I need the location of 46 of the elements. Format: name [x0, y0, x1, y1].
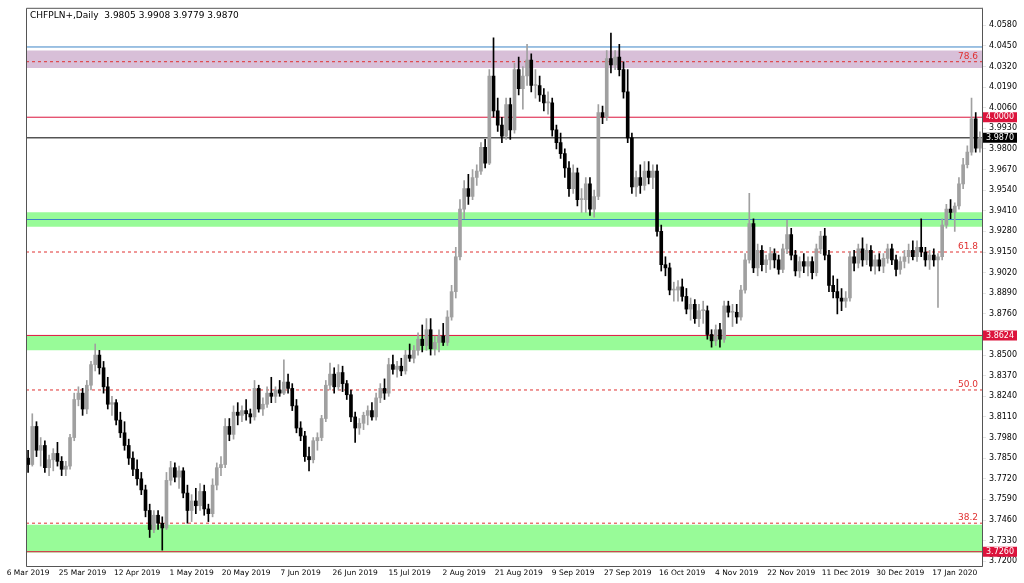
y-tick-label: 3.7850: [989, 453, 1018, 463]
y-tick-label: 3.7590: [989, 494, 1018, 504]
y-tick-label: 4.0190: [989, 82, 1018, 92]
ref-line-label: 4.0000: [986, 112, 1015, 122]
annotation: 61.8: [957, 240, 979, 251]
y-tick-label: 4.0060: [989, 102, 1018, 112]
candlestick: [244, 399, 248, 421]
candlestick: [38, 437, 43, 467]
chart-title: CHFPLN+,Daily 3.9805 3.9908 3.9779 3.9870: [30, 9, 240, 20]
y-tick-label: 4.0320: [989, 61, 1018, 71]
y-tick-label: 3.7720: [989, 473, 1018, 483]
ref-line-label: 3.8624: [986, 330, 1015, 340]
y-tick-label: 3.7980: [989, 432, 1018, 442]
candlestick: [269, 376, 274, 403]
y-tick-label: 3.8110: [989, 412, 1018, 422]
y-tick-label: 3.8240: [989, 391, 1018, 401]
candlestick: [193, 487, 198, 514]
y-tick-label: 3.8760: [989, 308, 1018, 318]
annotation: 78.6: [957, 50, 979, 61]
annotation: 50.0: [957, 378, 979, 389]
candlestick: [609, 32, 613, 74]
y-tick-label: 3.7330: [989, 535, 1018, 545]
y-tick-label: 3.9800: [989, 144, 1018, 154]
candlestick: [235, 402, 240, 426]
y-tick-label: 4.0580: [989, 20, 1018, 30]
candlestick: [110, 395, 114, 416]
ref-line-label: 3.7260: [986, 546, 1015, 556]
y-tick-label: 3.8370: [989, 370, 1018, 380]
annotation: 38.2: [957, 512, 979, 523]
candlestick: [919, 218, 924, 258]
candlestick: [395, 361, 399, 378]
y-tick-label: 3.7460: [989, 515, 1018, 525]
candlestick: [701, 300, 705, 324]
y-tick-label: 3.8500: [989, 350, 1018, 360]
y-tick-label: 3.9280: [989, 226, 1018, 236]
y-tick-label: 4.0450: [989, 40, 1018, 50]
y-tick-label: 3.9410: [989, 205, 1018, 215]
y-tick-label: 3.7200: [989, 556, 1018, 566]
y-tick-label: 3.8890: [989, 288, 1018, 298]
y-tick-label: 3.9670: [989, 164, 1018, 174]
y-tick-label: 3.9540: [989, 185, 1018, 195]
y-tick-label: 3.9930: [989, 123, 1018, 133]
ref-line-label: 3.9870: [986, 132, 1015, 142]
candlestick: [734, 304, 739, 324]
y-tick-label: 3.9150: [989, 247, 1018, 257]
y-tick-label: 3.9020: [989, 267, 1018, 277]
